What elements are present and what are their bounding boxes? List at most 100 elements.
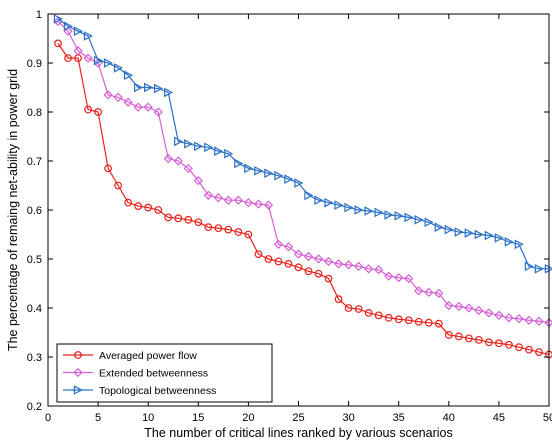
data-point	[143, 102, 153, 112]
data-point	[444, 300, 454, 311]
data-point	[364, 309, 373, 317]
data-point	[203, 190, 213, 200]
data-point	[303, 251, 314, 262]
data-point	[524, 315, 534, 325]
data-point	[64, 54, 72, 62]
data-point	[173, 156, 183, 166]
data-point	[344, 304, 353, 312]
series-line	[57, 18, 549, 270]
data-point	[63, 21, 73, 32]
data-point	[474, 305, 484, 316]
data-point	[434, 288, 444, 298]
data-point	[194, 141, 204, 152]
legend: Averaged power flow Extended betweenness T…	[56, 343, 273, 403]
data-point	[444, 331, 453, 339]
data-point	[103, 58, 114, 68]
data-point	[174, 214, 183, 223]
data-point	[263, 200, 274, 210]
data-point	[414, 215, 424, 225]
data-point	[444, 224, 454, 235]
data-point	[333, 259, 344, 269]
data-point	[474, 335, 483, 344]
data-point	[213, 193, 223, 203]
data-point	[525, 345, 533, 354]
data-point	[233, 195, 244, 205]
data-point	[204, 223, 213, 232]
data-point	[314, 269, 323, 278]
data-point	[114, 181, 123, 190]
data-point	[133, 82, 144, 93]
data-point	[334, 295, 343, 304]
data-point	[454, 332, 463, 341]
data-point	[123, 97, 133, 107]
data-point	[314, 195, 324, 205]
y-tick-label: 0.6	[27, 205, 42, 217]
legend-label: Topological betweenness	[99, 385, 216, 397]
data-point	[153, 107, 163, 117]
data-point	[363, 264, 374, 274]
data-point	[103, 90, 113, 100]
data-point	[394, 272, 404, 283]
data-point	[294, 178, 304, 188]
data-point	[534, 264, 544, 274]
data-point	[374, 207, 384, 218]
data-point	[304, 190, 314, 201]
data-point	[515, 343, 523, 352]
data-point	[284, 174, 294, 184]
data-point	[364, 206, 374, 216]
data-point	[234, 158, 244, 169]
data-point	[163, 153, 173, 164]
data-point	[524, 261, 534, 272]
series-extended-betweenness	[53, 16, 552, 328]
y-tick-label: 0.9	[27, 58, 42, 70]
data-point	[224, 148, 234, 159]
data-point	[384, 210, 394, 220]
y-tick-label: 1	[36, 9, 42, 21]
data-point	[464, 334, 473, 343]
y-tick-label: 0.8	[27, 107, 42, 119]
legend-swatch-marker	[74, 351, 82, 359]
legend-label: Averaged power flow	[99, 350, 197, 362]
x-tick-label: 15	[192, 412, 204, 424]
data-point	[484, 338, 493, 347]
data-point	[324, 197, 334, 208]
data-point	[294, 263, 303, 272]
data-point	[154, 83, 164, 94]
data-point	[184, 139, 194, 149]
legend-item: Topological betweenness	[63, 385, 216, 397]
data-point	[264, 255, 273, 263]
data-point	[144, 82, 154, 93]
data-point	[484, 230, 494, 241]
data-point	[414, 286, 424, 296]
data-point	[494, 233, 504, 243]
data-point	[54, 39, 62, 48]
data-point	[104, 164, 113, 173]
data-point	[404, 273, 414, 284]
data-point	[113, 92, 123, 102]
data-point	[274, 257, 283, 266]
data-point	[53, 14, 63, 24]
data-point	[164, 87, 174, 98]
series-averaged-power-flow	[54, 39, 552, 359]
x-tick-label: 10	[142, 412, 154, 424]
data-point	[84, 105, 92, 114]
data-point	[494, 310, 504, 320]
data-point	[184, 215, 193, 224]
legend-item: Averaged power flow	[63, 350, 197, 362]
data-point	[324, 274, 333, 283]
data-point	[273, 239, 284, 249]
data-point	[323, 256, 334, 267]
data-point	[504, 237, 514, 247]
data-point	[384, 313, 393, 322]
data-point	[83, 31, 93, 41]
data-point	[293, 249, 304, 259]
data-point	[474, 229, 484, 240]
data-point	[123, 70, 134, 81]
x-tick-label: 45	[493, 412, 505, 424]
data-point	[214, 224, 223, 233]
data-point	[504, 313, 514, 323]
data-point	[284, 260, 293, 268]
data-point	[223, 195, 234, 205]
data-point	[174, 136, 184, 147]
